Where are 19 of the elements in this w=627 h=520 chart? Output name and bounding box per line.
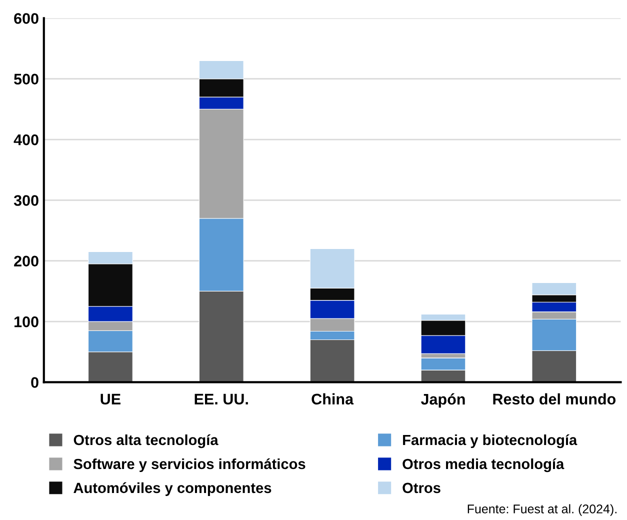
y-tick-label: 500 <box>14 74 38 85</box>
x-tick-label: EE. UU. <box>194 394 248 405</box>
x-tick-label: China <box>312 393 354 405</box>
legend-label: Otros media tecnología <box>402 458 564 472</box>
x-tick-label: Resto del mundo <box>493 393 616 405</box>
legend-label: Farmacia y biotecnología <box>403 434 578 448</box>
legend-label: Software y servicios informáticos <box>74 458 306 472</box>
source-note: Fuente: Fuest at al. (2024). <box>468 504 616 516</box>
legend-label: Automóviles y componentes <box>74 482 272 496</box>
y-tick-label: 0 <box>31 377 38 388</box>
x-tick-label: UE <box>100 394 120 405</box>
y-tick-label: 300 <box>14 195 38 206</box>
y-tick-label: 600 <box>14 13 38 24</box>
x-tick-label: Japón <box>420 393 465 408</box>
y-tick-label: 400 <box>14 134 38 146</box>
legend-label: Otros <box>402 482 440 494</box>
y-tick-label: 200 <box>14 256 38 267</box>
y-tick-label: 100 <box>14 316 38 328</box>
legend-label: Otros alta tecnología <box>74 434 218 448</box>
